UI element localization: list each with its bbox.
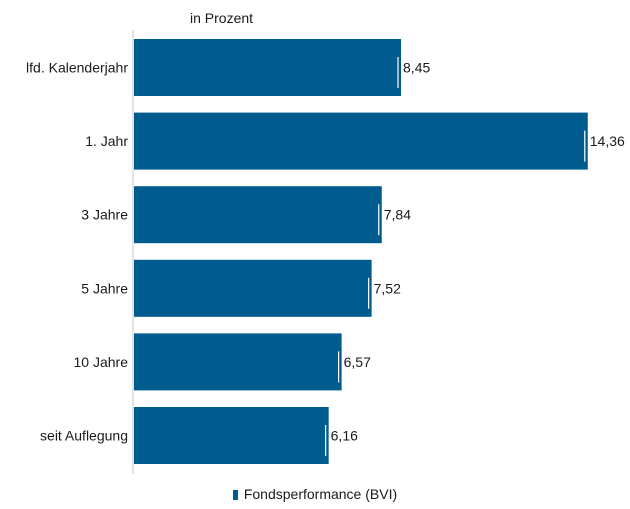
plot-area: lfd. Kalenderjahr 8,45 1. Jahr 14,36 3 Jahre… (26, 30, 625, 474)
data-label: 14,36 (590, 133, 625, 149)
legend: Fondsperformance (BVI) (0, 486, 630, 502)
legend-label: Fondsperformance (BVI) (243, 486, 398, 502)
legend-swatch (232, 490, 238, 500)
data-label: 8,45 (403, 60, 430, 76)
data-label: 6,57 (344, 354, 371, 370)
bar (134, 333, 342, 391)
bar (134, 407, 329, 464)
bar (134, 186, 382, 244)
bar (134, 259, 372, 317)
category-label: 10 Jahre (74, 354, 129, 370)
category-label: 3 Jahre (81, 207, 128, 223)
category-label: 1. Jahr (85, 133, 128, 149)
bar (134, 39, 402, 96)
data-label: 6,16 (331, 428, 358, 444)
category-label: lfd. Kalenderjahr (26, 60, 128, 76)
data-label: 7,84 (384, 207, 411, 223)
bar (134, 112, 588, 170)
category-label: 5 Jahre (81, 280, 128, 296)
data-label: 7,52 (374, 280, 401, 296)
unit-label: in Prozent (190, 10, 254, 26)
category-label: seit Auflegung (40, 428, 128, 444)
